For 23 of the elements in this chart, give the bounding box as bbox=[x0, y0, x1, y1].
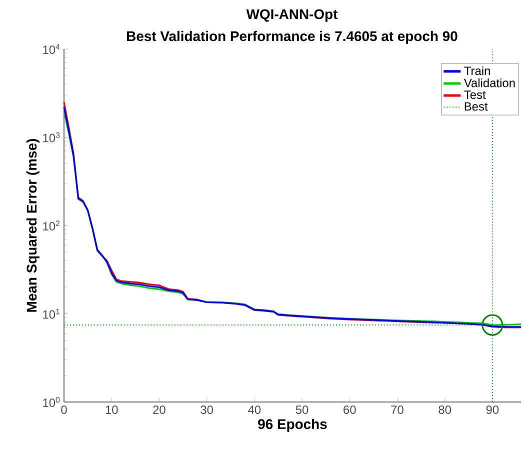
y-axis-title: Mean Squared Error (mse) bbox=[26, 139, 40, 312]
legend-label: Train bbox=[464, 66, 490, 76]
x-tick-label: 70 bbox=[391, 406, 404, 414]
chart-subtitle: Best Validation Performance is 7.4605 at epoch 90 bbox=[127, 30, 458, 44]
x-tick-label: 50 bbox=[296, 406, 308, 414]
x-tick-label: 30 bbox=[200, 406, 213, 414]
x-tick-label: 80 bbox=[438, 406, 452, 414]
x-axis-title: 96 Epochs bbox=[258, 418, 327, 432]
y-tick-label: 10$^{3}$ bbox=[43, 132, 60, 142]
x-tick-label: 10 bbox=[106, 406, 118, 414]
legend-label: Validation bbox=[464, 78, 515, 88]
y-tick-label: 10$^{1}$ bbox=[43, 308, 60, 319]
x-tick-label: 40 bbox=[248, 406, 261, 414]
y-tick-label: 10$^{2}$ bbox=[43, 220, 60, 231]
chart-title: WQI-ANN-Opt bbox=[246, 9, 338, 22]
y-tick-label: 10$^{4}$ bbox=[43, 44, 60, 54]
legend-label: Test bbox=[464, 90, 486, 99]
x-tick-label: 90 bbox=[486, 406, 499, 414]
x-tick-label: 60 bbox=[344, 406, 356, 414]
x-tick-label: 20 bbox=[153, 406, 166, 414]
y-tick-label: 10$^{0}$ bbox=[43, 396, 60, 408]
ref-line-label: Best bbox=[464, 102, 488, 111]
x-tick-label: 0 bbox=[61, 406, 67, 414]
